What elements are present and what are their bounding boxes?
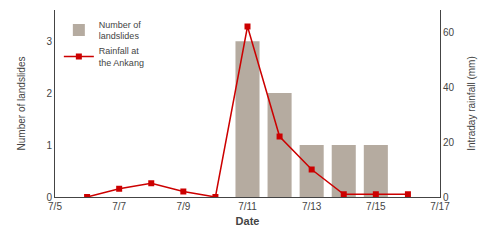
svg-text:Number of landslides: Number of landslides — [16, 57, 27, 151]
svg-text:7/9: 7/9 — [176, 201, 190, 212]
svg-text:20: 20 — [443, 137, 455, 148]
svg-text:3: 3 — [46, 36, 52, 47]
svg-text:1: 1 — [46, 140, 52, 151]
svg-text:Intraday rainfall (mm): Intraday rainfall (mm) — [466, 56, 477, 150]
svg-text:0: 0 — [46, 192, 52, 203]
svg-text:7/5: 7/5 — [48, 201, 62, 212]
svg-text:Number oflandslides: Number oflandslides — [99, 20, 142, 42]
svg-text:7/7: 7/7 — [112, 201, 126, 212]
svg-text:7/11: 7/11 — [238, 201, 257, 212]
svg-text:0: 0 — [443, 192, 449, 203]
svg-text:Rainfall atthe Ankang: Rainfall atthe Ankang — [99, 46, 144, 68]
svg-text:2: 2 — [46, 88, 52, 99]
svg-text:7/17: 7/17 — [430, 201, 450, 212]
svg-text:60: 60 — [443, 27, 455, 38]
svg-text:7/15: 7/15 — [366, 201, 386, 212]
svg-text:40: 40 — [443, 82, 455, 93]
svg-text:7/13: 7/13 — [302, 201, 322, 212]
svg-text:Date: Date — [236, 215, 260, 227]
